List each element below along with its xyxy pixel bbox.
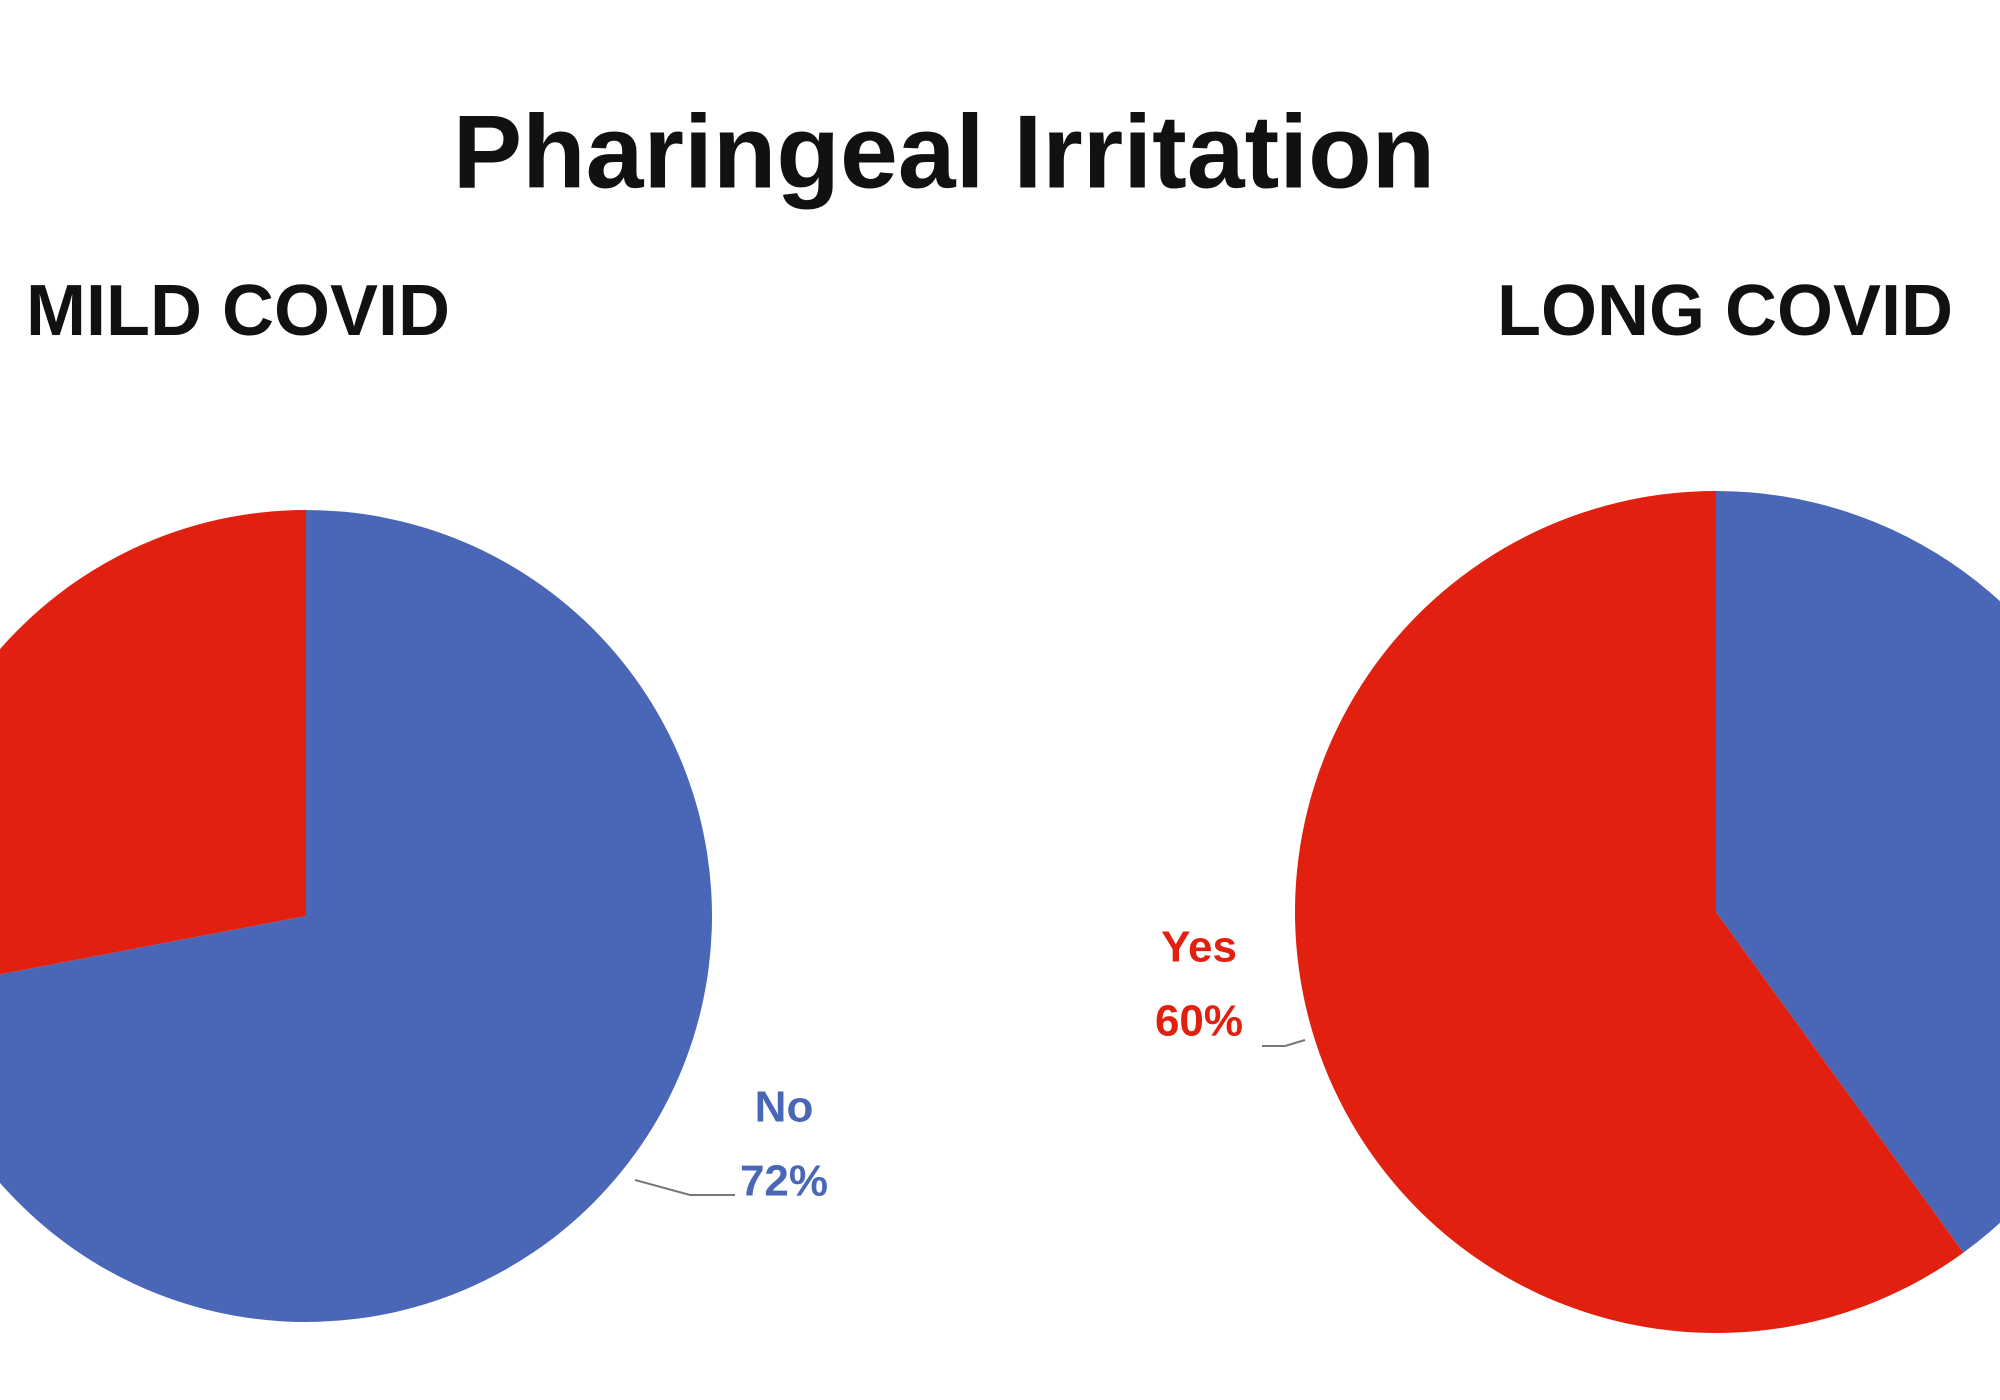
slice-value-label: 72% — [740, 1157, 828, 1206]
slice-category: No — [755, 1083, 814, 1132]
leader-line — [1262, 1039, 1306, 1047]
pie-slice — [1295, 491, 1964, 1333]
slice-value-label: 60% — [1155, 997, 1243, 1046]
chart-subtitle: LONG COVID — [1497, 271, 1953, 351]
leader-line — [634, 1179, 735, 1196]
slice-category: Yes — [1161, 923, 1237, 972]
pie-slice — [0, 510, 306, 975]
chart-title: Pharingeal Irritation — [453, 94, 1435, 210]
pie-slice — [1716, 491, 2000, 1253]
chart-subtitle: MILD COVID — [26, 271, 450, 351]
pie-slice — [0, 510, 712, 1322]
